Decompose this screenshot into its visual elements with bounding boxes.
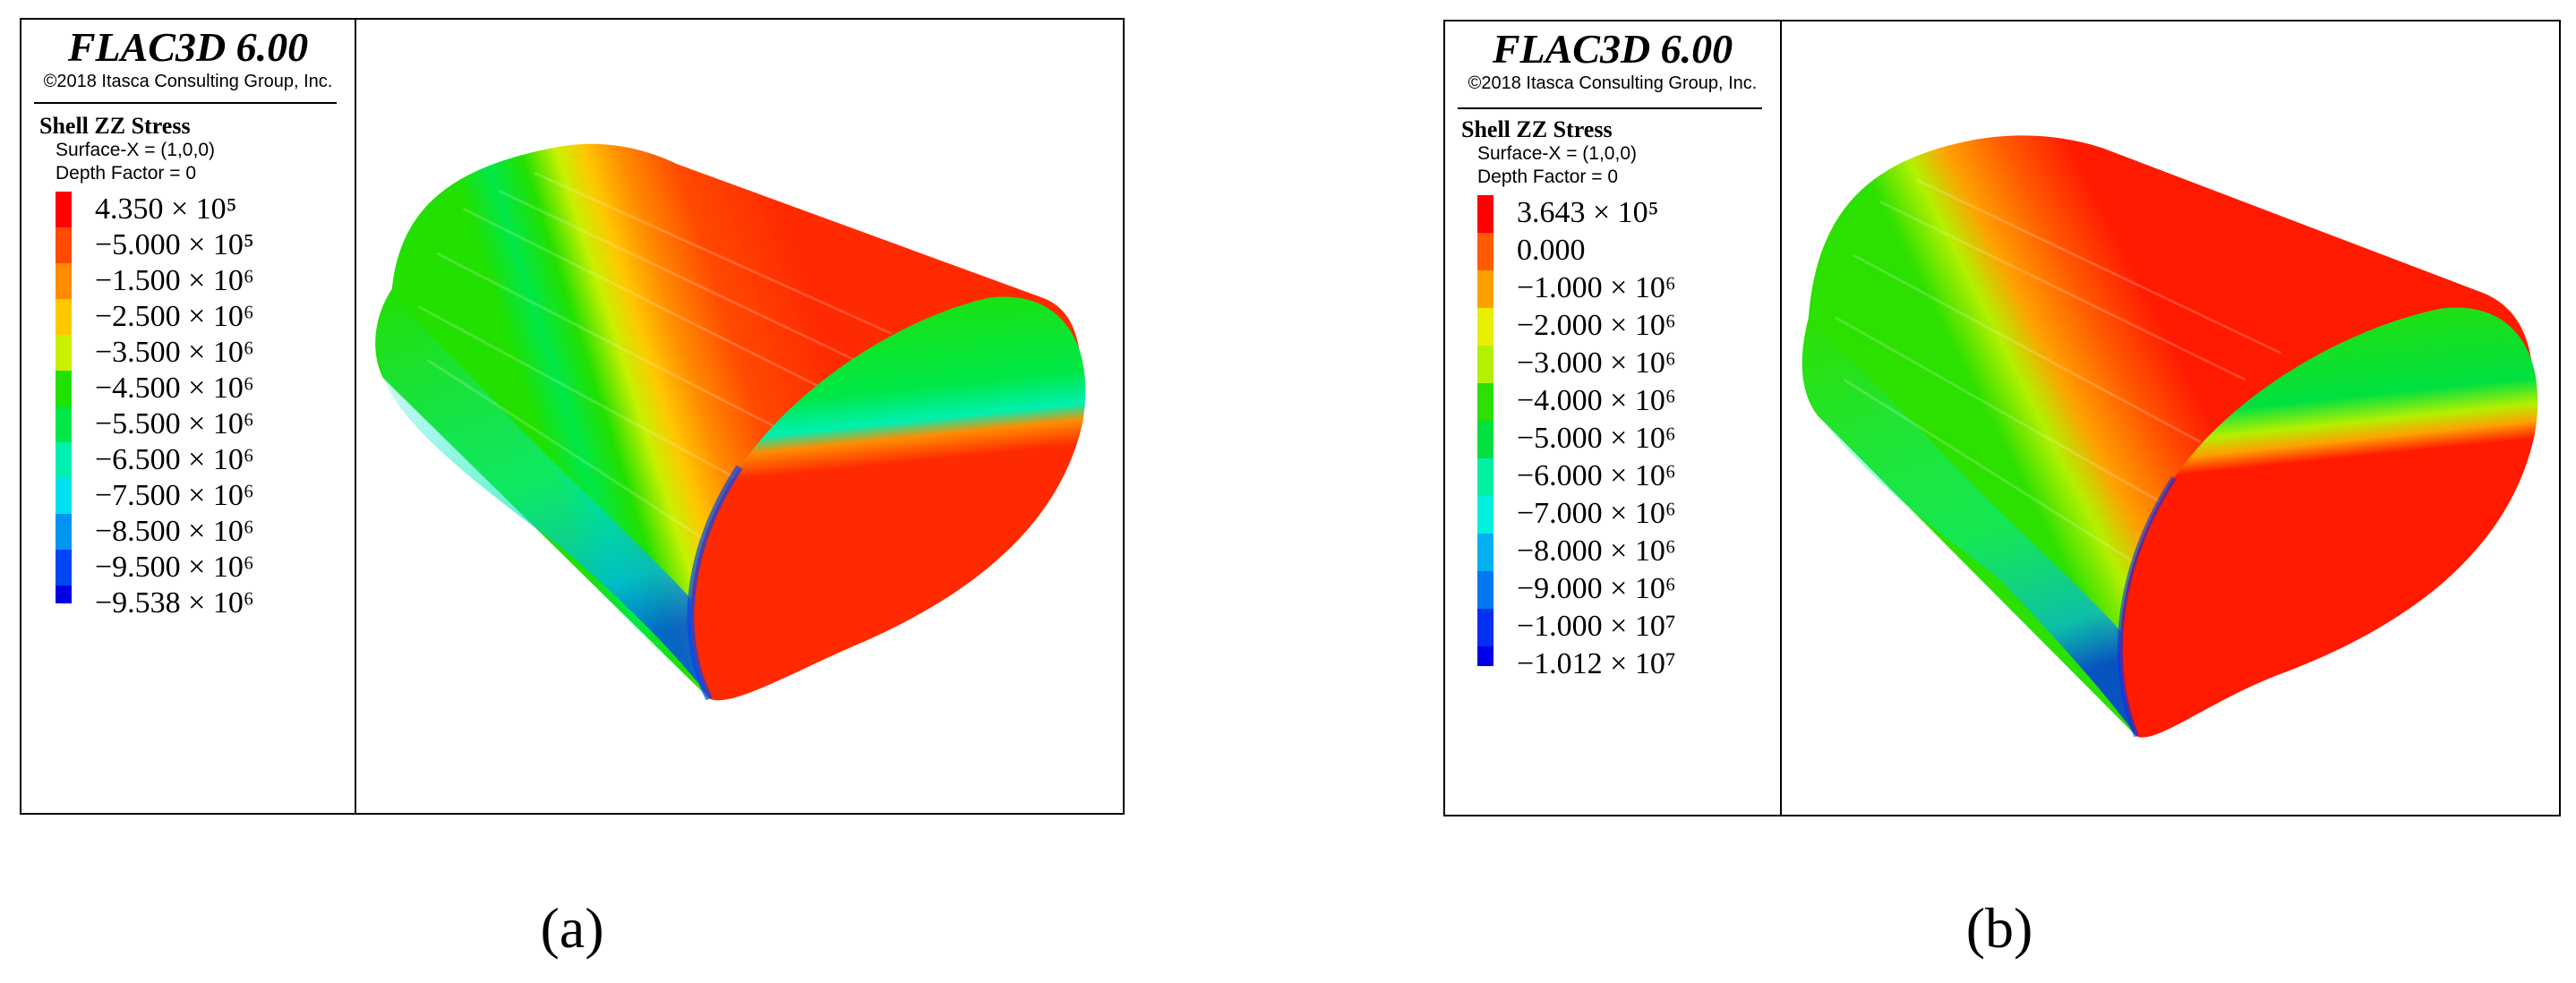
app-title: FLAC3D 6.00 [67,24,309,70]
cylinder-shell-plot [375,143,1086,701]
shell-body-shadow [376,288,723,699]
shell-body-shadow [1801,317,2150,737]
legend-swatch [56,586,72,603]
caption-b: (b) [1965,896,2033,960]
legend-value: −4.500 × 10⁶ [95,372,254,405]
legend-value: −9.500 × 10⁶ [95,551,254,584]
legend-swatch [1477,646,1493,666]
legend-value: −2.500 × 10⁶ [95,300,254,333]
legend-swatch [56,227,72,264]
legend-swatch [56,299,72,336]
legend-swatch [1477,233,1493,271]
legend-value: −5.500 × 10⁶ [95,407,254,440]
legend-value: −2.000 × 10⁶ [1517,309,1676,342]
legend-value: −6.500 × 10⁶ [95,443,254,476]
legend-value: −1.000 × 10⁷ [1517,610,1676,643]
legend-swatch [56,442,72,479]
legend-swatch [56,550,72,586]
cap-edge [2117,476,2177,738]
plot-name: Shell ZZ Stress [39,113,191,139]
app-title: FLAC3D 6.00 [1492,26,1733,72]
legend-swatch [56,514,72,551]
legend-swatch [1477,496,1493,534]
legend-value: −3.500 × 10⁶ [95,336,254,369]
legend-swatch [56,335,72,372]
legend-swatch [56,406,72,443]
cylinder-shell-plot [1801,135,2538,738]
panel-b: FLAC3D 6.00 ©2018 Itasca Consulting Grou… [1443,20,2561,816]
legend-value: −8.500 × 10⁶ [95,515,254,548]
mesh-hatching [1834,177,2282,577]
legend-swatch [1477,308,1493,346]
cap-edge [687,465,743,701]
legend-value: −7.500 × 10⁶ [95,479,254,512]
legend-swatch [1477,195,1493,234]
copyright-text: ©2018 Itasca Consulting Group, Inc. [1468,73,1758,93]
legend-swatch [1477,383,1493,422]
legend-panel: FLAC3D 6.00 ©2018 Itasca Consulting Grou… [1445,21,1782,815]
legend-panel: FLAC3D 6.00 ©2018 Itasca Consulting Grou… [21,20,356,813]
legend-value: −9.538 × 10⁶ [95,586,254,620]
depth-factor-label: Depth Factor = 0 [1477,167,1618,187]
divider [34,102,337,104]
shell-end-cap [2119,307,2538,738]
legend-swatch [56,371,72,407]
legend-swatch [1477,458,1493,497]
shell-render [356,20,1123,813]
shell-render [1782,21,2559,815]
legend-value: −8.000 × 10⁶ [1517,534,1676,568]
legend-value: −7.000 × 10⁶ [1517,497,1676,530]
legend-value: −1.012 × 10⁷ [1517,647,1676,680]
legend-value: −3.000 × 10⁶ [1517,346,1676,380]
legend-value: 0.000 [1517,234,1586,267]
legend-swatch [1477,421,1493,459]
mesh-hatching [417,171,892,558]
legend-value: 4.350 × 10⁵ [95,192,237,226]
copyright-text: ©2018 Itasca Consulting Group, Inc. [43,72,333,91]
divider [1458,107,1762,109]
legend-value: −1.500 × 10⁶ [95,264,254,297]
legend-swatch [1477,346,1493,384]
surface-label: Surface-X = (1,0,0) [56,140,215,160]
legend-swatch [56,192,72,228]
legend-swatch [56,478,72,515]
legend-swatch [1477,270,1493,309]
legend-swatch [1477,534,1493,572]
caption-a: (a) [540,896,604,960]
legend-value: −9.000 × 10⁶ [1517,572,1676,605]
legend-swatch [1477,571,1493,610]
legend-value: −1.000 × 10⁶ [1517,271,1676,304]
legend-value: −6.000 × 10⁶ [1517,459,1676,492]
legend-value: −5.000 × 10⁵ [95,228,254,261]
legend-value: −5.000 × 10⁶ [1517,422,1676,455]
shell-end-cap [690,296,1086,701]
surface-label: Surface-X = (1,0,0) [1477,143,1637,164]
plot-name: Shell ZZ Stress [1461,116,1613,142]
panel-a: FLAC3D 6.00 ©2018 Itasca Consulting Grou… [20,18,1125,815]
legend-value: −4.000 × 10⁶ [1517,384,1676,417]
depth-factor-label: Depth Factor = 0 [56,163,196,184]
legend-value: 3.643 × 10⁵ [1517,196,1659,229]
legend-swatch [1477,609,1493,647]
legend-swatch [56,263,72,300]
